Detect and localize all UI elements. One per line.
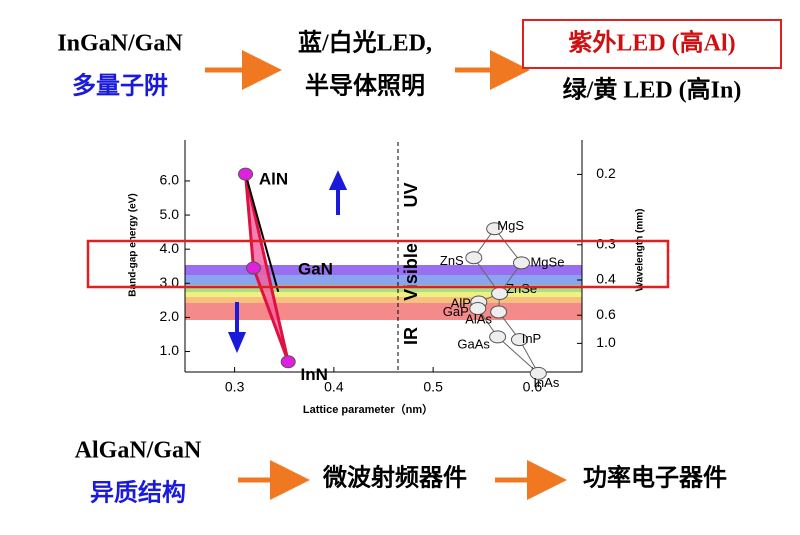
heading: InGaN/GaN <box>57 31 183 57</box>
spectrum-band <box>185 275 582 285</box>
point-label: InN <box>301 365 328 384</box>
spectrum-band <box>185 303 582 320</box>
y2-axis-title: Wavelength (mm) <box>635 209 646 292</box>
heading: 蓝/白光LED, <box>298 29 432 57</box>
heading: 半导体照明 <box>305 73 425 100</box>
data-point <box>469 302 487 316</box>
y-tick-label: 6.0 <box>160 172 180 188</box>
point-label: GaN <box>298 259 333 278</box>
point-label: AlN <box>259 170 288 189</box>
y2-tick-label: 0.2 <box>596 165 616 181</box>
data-point <box>238 167 254 181</box>
y-tick-label: 4.0 <box>160 240 180 256</box>
heading: 功率电子器件 <box>583 464 727 492</box>
data-point <box>245 261 261 275</box>
point-label: MgSe <box>530 254 564 269</box>
data-point <box>280 355 296 369</box>
y2-tick-label: 0.6 <box>596 306 616 322</box>
alloy-line <box>244 173 280 293</box>
data-point <box>529 366 547 380</box>
region-label: UV <box>401 182 421 207</box>
region-label: Visible <box>401 243 421 301</box>
x-tick-label: 0.5 <box>423 379 443 395</box>
heading: 异质结构 <box>90 479 186 507</box>
y2-tick-label: 0.3 <box>596 236 616 252</box>
data-point <box>465 251 483 265</box>
y-tick-label: 5.0 <box>160 206 180 222</box>
point-label: GaAs <box>457 336 490 351</box>
chart: 0.3 0.4 0.5 0.61.02.03.04.05.06.0 0.20.30.40… <box>128 140 646 416</box>
point-label: GaP <box>443 304 469 319</box>
region-label: IR <box>401 327 421 345</box>
data-point <box>512 256 530 270</box>
spectrum-band <box>185 285 582 292</box>
spectrum-band <box>185 265 582 275</box>
y2-tick-label: 1.0 <box>596 334 616 350</box>
heading: 多量子阱 <box>72 73 168 100</box>
link <box>497 336 539 374</box>
data-point <box>486 222 504 236</box>
y-tick-label: 2.0 <box>160 308 180 324</box>
spectrum-band <box>185 292 582 297</box>
x-axis-title: Lattice parameter（nm） <box>303 403 433 416</box>
data-point <box>510 333 528 347</box>
highlight-box <box>522 19 782 69</box>
point-label: AlAs <box>465 311 492 326</box>
heading: 紫外LED (高Al) <box>568 29 735 57</box>
point-label: MgS <box>497 218 524 233</box>
heading: AlGaN/GaN <box>75 438 202 464</box>
y2-tick-label: 0.4 <box>596 271 616 287</box>
data-point <box>489 330 507 344</box>
x-tick-label: 0.6 <box>523 379 543 395</box>
point-label: InAs <box>533 375 560 390</box>
heading: 微波射频器件 <box>322 464 467 492</box>
arrow <box>227 302 247 354</box>
highlight-box <box>86 239 670 289</box>
link <box>494 228 522 264</box>
point-label: ZnSe <box>506 281 537 296</box>
y-axis-title: Band-gap energy (eV) <box>128 193 139 296</box>
x-tick-label: 0.3 <box>225 379 245 395</box>
spectrum-band <box>185 297 582 303</box>
point-label: ZnS <box>440 253 464 268</box>
point-label: InP <box>522 331 542 346</box>
data-point <box>490 305 508 319</box>
arrow <box>328 170 348 215</box>
heading: 绿/黄 LED (高In) <box>563 76 742 104</box>
y-tick-label: 1.0 <box>160 342 180 358</box>
x-tick-label: 0.4 <box>324 379 344 395</box>
point-label: AlP <box>451 295 471 310</box>
